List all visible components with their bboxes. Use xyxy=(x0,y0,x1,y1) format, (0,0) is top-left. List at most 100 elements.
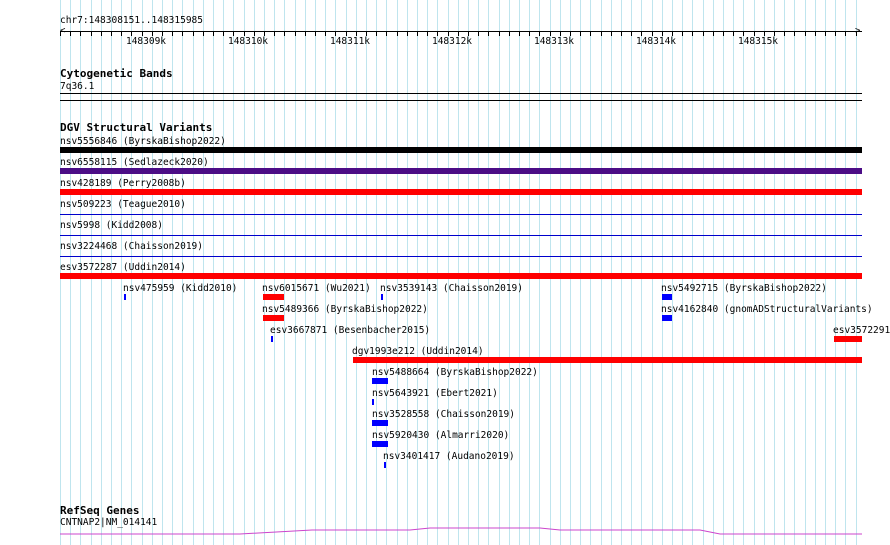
ruler-tick xyxy=(346,31,347,36)
dgv-feature-bar[interactable] xyxy=(372,441,388,447)
ruler-tick xyxy=(182,31,183,36)
dgv-variant-bar[interactable] xyxy=(60,168,862,174)
refseq-gene-model[interactable] xyxy=(0,522,890,545)
ruler-tick xyxy=(580,31,581,36)
ruler-tick xyxy=(713,31,714,36)
grid-line xyxy=(468,0,469,545)
ruler-tick xyxy=(856,31,857,36)
ruler-tick xyxy=(60,31,61,36)
grid-line xyxy=(499,0,500,545)
ruler-tick xyxy=(723,31,724,36)
dgv-variant-bar[interactable] xyxy=(60,214,862,215)
dgv-feature-label: esv3667871 (Besenbacher2015) xyxy=(270,325,431,336)
grid-line xyxy=(101,0,102,545)
grid-line xyxy=(539,0,540,545)
dgv-feature-bar[interactable] xyxy=(834,336,862,342)
dgv-feature-bar[interactable] xyxy=(263,315,284,321)
ruler-tick xyxy=(794,31,795,36)
ruler-tick xyxy=(386,31,387,36)
refseq-gene-label: CNTNAP2|NM_014141 xyxy=(60,517,158,528)
ruler-tick xyxy=(499,31,500,36)
dgv-feature-bar[interactable] xyxy=(381,294,383,300)
dgv-variant-label: nsv428189 (Perry2008b) xyxy=(60,178,186,189)
grid-line xyxy=(570,0,571,545)
ruler-tick xyxy=(631,31,632,36)
dgv-feature-bar[interactable] xyxy=(124,294,126,300)
dgv-feature-label: nsv5488664 (ByrskaBishop2022) xyxy=(372,367,538,378)
ruler-tick xyxy=(223,31,224,36)
grid-line xyxy=(386,0,387,545)
ruler-tick xyxy=(682,31,683,36)
ruler-tick xyxy=(254,31,255,36)
dgv-feature-label: esv3572291 xyxy=(833,325,890,336)
dgv-feature-bar[interactable] xyxy=(353,357,862,363)
grid-line xyxy=(70,0,71,545)
grid-line xyxy=(519,0,520,545)
ruler-tick xyxy=(427,31,428,36)
dgv-variant-label: nsv509223 (Teague2010) xyxy=(60,199,186,210)
ruler-tick xyxy=(356,31,357,36)
ruler-tick xyxy=(509,31,510,36)
ruler-tick xyxy=(213,31,214,36)
dgv-feature-label: nsv475959 (Kidd2010) xyxy=(123,283,238,294)
dgv-variant-bar[interactable] xyxy=(60,273,862,279)
refseq-track-title[interactable]: RefSeq Genes xyxy=(60,504,140,517)
ruler-tick xyxy=(805,31,806,36)
dgv-variant-bar[interactable] xyxy=(60,235,862,236)
gene-intron-line[interactable] xyxy=(60,527,862,535)
dgv-feature-bar[interactable] xyxy=(263,294,284,300)
dgv-feature-bar[interactable] xyxy=(271,336,273,342)
dgv-feature-label: nsv5643921 (Ebert2021) xyxy=(372,388,498,399)
dgv-feature-bar[interactable] xyxy=(372,378,388,384)
grid-line xyxy=(784,0,785,545)
ruler-tick xyxy=(488,31,489,36)
dgv-variant-bar[interactable] xyxy=(60,189,862,195)
ruler-tick xyxy=(764,31,765,36)
grid-line xyxy=(295,0,296,545)
ruler-tick xyxy=(417,31,418,36)
grid-line xyxy=(723,0,724,545)
ruler-tick xyxy=(111,31,112,36)
cytogenetic-track-title[interactable]: Cytogenetic Bands xyxy=(60,67,173,80)
grid-line xyxy=(335,0,336,545)
grid-line xyxy=(346,0,347,545)
grid-line xyxy=(845,0,846,545)
cytoband-bar-top[interactable] xyxy=(60,93,862,94)
dgv-variant-bar[interactable] xyxy=(60,256,862,257)
dgv-feature-label: nsv3539143 (Chaisson2019) xyxy=(380,283,523,294)
ruler-tick xyxy=(845,31,846,36)
dgv-feature-label: nsv3528558 (Chaisson2019) xyxy=(372,409,515,420)
ruler-tick xyxy=(458,31,459,36)
dgv-variant-bar[interactable] xyxy=(60,147,862,153)
ruler-tick xyxy=(478,31,479,36)
grid-line xyxy=(254,0,255,545)
grid-line xyxy=(794,0,795,545)
grid-line xyxy=(448,0,449,545)
region-label: chr7:148308151..148315985 xyxy=(60,15,203,26)
dgv-feature-bar[interactable] xyxy=(372,399,374,405)
grid-line xyxy=(325,0,326,545)
grid-line xyxy=(356,0,357,545)
dgv-feature-bar[interactable] xyxy=(384,462,386,468)
grid-line xyxy=(774,0,775,545)
grid-line xyxy=(856,0,857,545)
ruler-tick xyxy=(80,31,81,36)
grid-line xyxy=(111,0,112,545)
ruler-tick xyxy=(335,31,336,36)
ruler-tick xyxy=(315,31,316,36)
ruler-tick xyxy=(652,31,653,36)
grid-line xyxy=(672,0,673,545)
ruler-tick xyxy=(101,31,102,36)
grid-line xyxy=(284,0,285,545)
grid-line xyxy=(825,0,826,545)
cytoband-bar-bottom xyxy=(60,100,862,101)
ruler-tick xyxy=(91,31,92,36)
dgv-track-title[interactable]: DGV Structural Variants xyxy=(60,121,213,134)
ruler-tick xyxy=(672,31,673,36)
grid-line xyxy=(815,0,816,545)
dgv-feature-bar[interactable] xyxy=(372,420,388,426)
ruler-tick xyxy=(641,31,642,36)
ruler-tick xyxy=(152,31,153,36)
dgv-feature-bar[interactable] xyxy=(662,294,672,300)
dgv-feature-bar[interactable] xyxy=(662,315,672,321)
